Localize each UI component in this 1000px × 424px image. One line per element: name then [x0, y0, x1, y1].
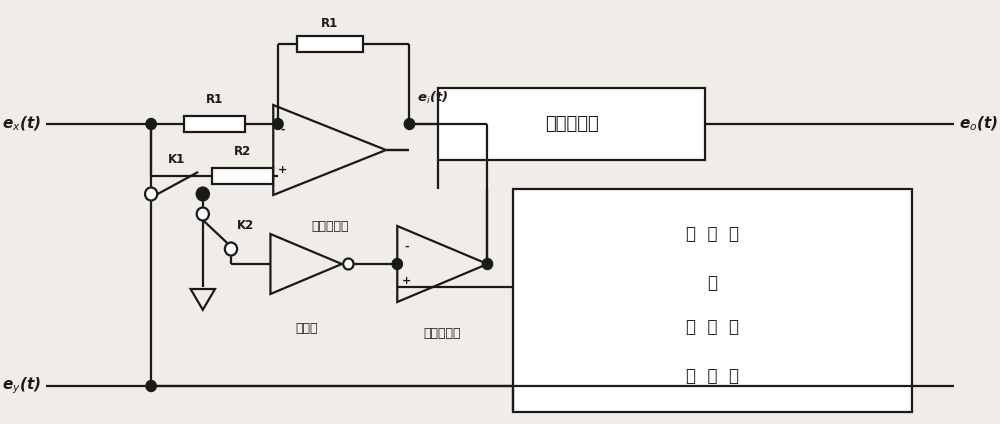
Text: 运算放大器: 运算放大器	[311, 220, 348, 233]
Bar	[184, 116, 245, 132]
Text: 或: 或	[707, 273, 717, 292]
Bar	[212, 168, 273, 184]
Text: +: +	[278, 165, 287, 175]
Text: 电压比较器: 电压比较器	[424, 327, 461, 340]
Circle shape	[392, 259, 402, 270]
Text: 发  生  器: 发 生 器	[686, 367, 739, 385]
Text: K2: K2	[237, 219, 254, 232]
Text: e$_o$(t): e$_o$(t)	[959, 115, 998, 133]
Text: -: -	[404, 242, 409, 252]
Circle shape	[146, 380, 156, 391]
Circle shape	[273, 118, 283, 129]
Text: R1: R1	[321, 17, 338, 30]
Text: K1: K1	[168, 153, 186, 166]
Text: 低通滤波器: 低通滤波器	[545, 115, 598, 133]
Text: R1: R1	[206, 93, 223, 106]
Bar	[513, 189, 912, 412]
Text: 反相器: 反相器	[295, 322, 317, 335]
Circle shape	[404, 118, 415, 129]
Circle shape	[197, 207, 209, 220]
Text: e$_y$(t): e$_y$(t)	[2, 376, 41, 396]
Circle shape	[482, 259, 493, 270]
Circle shape	[198, 189, 208, 200]
Text: 锯  齿  波: 锯 齿 波	[686, 225, 739, 243]
Circle shape	[146, 118, 156, 129]
Circle shape	[145, 187, 157, 201]
Text: e$_i$(t): e$_i$(t)	[417, 90, 448, 106]
Bar	[297, 36, 363, 52]
Text: -: -	[280, 125, 285, 135]
Circle shape	[225, 243, 237, 256]
Circle shape	[197, 187, 209, 201]
Text: 三  角  波: 三 角 波	[686, 318, 739, 336]
Bar	[438, 88, 705, 160]
Circle shape	[343, 259, 354, 270]
Text: e$_x$(t): e$_x$(t)	[2, 115, 41, 133]
Text: R2: R2	[234, 145, 251, 158]
Text: +: +	[402, 276, 411, 286]
